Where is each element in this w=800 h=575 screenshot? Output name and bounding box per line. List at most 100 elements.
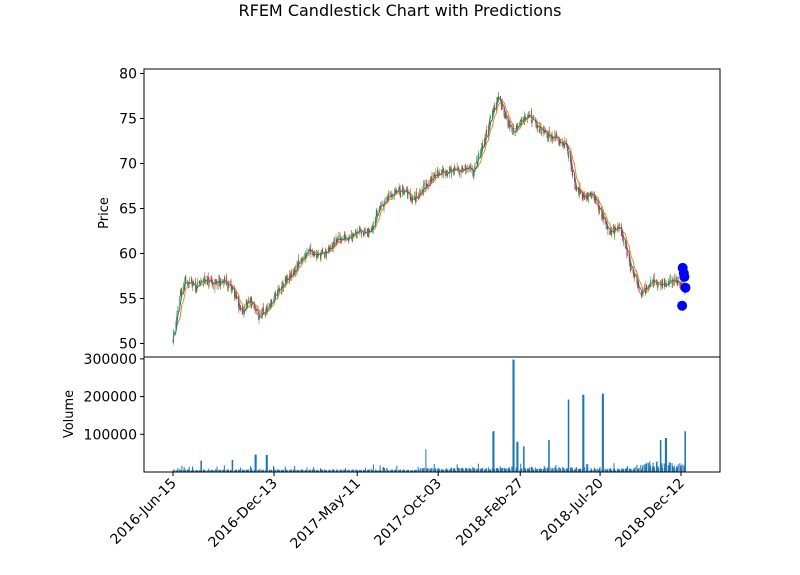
volume-bar bbox=[212, 470, 214, 472]
candle-body bbox=[265, 307, 267, 314]
volume-bar bbox=[419, 467, 421, 472]
volume-bar bbox=[657, 469, 659, 472]
volume-bar bbox=[253, 470, 255, 472]
volume-bar bbox=[341, 469, 343, 472]
volume-bar bbox=[649, 464, 651, 472]
candle-body bbox=[587, 192, 589, 198]
candle-body bbox=[236, 297, 237, 299]
volume-bar bbox=[594, 469, 596, 472]
candle-body bbox=[628, 254, 630, 258]
volume-bar bbox=[683, 465, 685, 472]
volume-bar bbox=[262, 470, 264, 472]
candle-body bbox=[403, 192, 405, 195]
candle-body bbox=[212, 284, 213, 285]
volume-bar bbox=[176, 469, 178, 472]
volume-bar bbox=[528, 468, 530, 472]
candle-body bbox=[237, 296, 239, 306]
volume-bar bbox=[276, 470, 278, 472]
candle-body bbox=[626, 248, 628, 255]
candle-body bbox=[212, 284, 214, 287]
volume-bar bbox=[542, 468, 544, 472]
candle-body bbox=[231, 287, 232, 290]
volume-bar bbox=[558, 467, 560, 472]
candle-body bbox=[206, 279, 208, 285]
candle-body bbox=[419, 190, 421, 194]
volume-bar bbox=[320, 469, 322, 472]
candle-body bbox=[199, 282, 201, 284]
candle-body bbox=[680, 285, 681, 289]
candle-body bbox=[422, 189, 423, 193]
volume-bar bbox=[347, 470, 349, 472]
candle-body bbox=[216, 282, 218, 286]
candle-body bbox=[613, 227, 614, 231]
candle-body bbox=[478, 154, 479, 159]
volume-bar bbox=[391, 469, 393, 472]
volume-bar bbox=[429, 469, 431, 472]
volume-bar bbox=[192, 470, 194, 472]
candle-body bbox=[594, 197, 596, 200]
volume-bar bbox=[633, 469, 635, 472]
candle-body bbox=[191, 283, 193, 285]
volume-bar bbox=[438, 469, 440, 472]
volume-bar bbox=[478, 468, 480, 472]
candle-body bbox=[562, 143, 564, 148]
volume-bar bbox=[325, 470, 327, 472]
volume-bar bbox=[382, 467, 384, 472]
volume-bar bbox=[207, 470, 209, 472]
candle-body bbox=[630, 268, 632, 270]
price-tick-label: 75 bbox=[119, 112, 137, 128]
volume-bar bbox=[254, 470, 255, 472]
volume-bar bbox=[226, 469, 228, 472]
volume-bar bbox=[590, 469, 592, 472]
candle-body bbox=[320, 253, 321, 259]
candle-body bbox=[567, 147, 569, 151]
candle-body bbox=[558, 140, 560, 142]
volume-bar bbox=[314, 469, 316, 472]
volume-bar bbox=[551, 469, 553, 472]
volume-bar bbox=[509, 468, 511, 472]
volume-bar bbox=[234, 470, 236, 472]
candle-body bbox=[183, 284, 185, 287]
volume-bar bbox=[630, 469, 632, 472]
volume-bar bbox=[339, 469, 341, 472]
volume-bar bbox=[508, 467, 509, 472]
volume-bar bbox=[577, 468, 579, 472]
candle-body bbox=[450, 168, 451, 169]
candle-body bbox=[345, 238, 347, 241]
volume-bar bbox=[235, 469, 237, 472]
candle-body bbox=[531, 120, 533, 123]
candle-body bbox=[677, 281, 678, 283]
volume-bar bbox=[327, 470, 329, 472]
volume-bar bbox=[281, 469, 283, 472]
volume-bar bbox=[211, 470, 213, 472]
volume-bar bbox=[390, 470, 392, 472]
volume-bar bbox=[500, 468, 502, 472]
volume-bar bbox=[461, 467, 463, 472]
volume-bar bbox=[653, 466, 655, 472]
candle-body bbox=[215, 279, 216, 282]
volume-bar bbox=[431, 467, 433, 472]
volume-bar bbox=[345, 468, 346, 472]
volume-bar bbox=[664, 467, 666, 472]
volume-bar bbox=[308, 470, 310, 472]
volume-bar bbox=[180, 470, 182, 472]
candle-body bbox=[179, 296, 181, 306]
volume-bar bbox=[269, 470, 271, 472]
candle-body bbox=[308, 249, 310, 251]
candle-body bbox=[546, 133, 548, 138]
volume-bar bbox=[230, 470, 232, 472]
candle-body bbox=[560, 142, 562, 144]
volume-bar bbox=[326, 470, 328, 472]
candle-body bbox=[399, 188, 400, 191]
volume-bar bbox=[567, 468, 569, 472]
volume-bar bbox=[352, 470, 354, 472]
volume-bar bbox=[527, 469, 529, 472]
volume-bar bbox=[254, 454, 256, 472]
candle-body bbox=[208, 279, 210, 285]
volume-bar bbox=[367, 469, 369, 472]
candle-body bbox=[609, 231, 610, 233]
volume-bar bbox=[300, 469, 302, 472]
volume-bar bbox=[457, 467, 459, 472]
volume-bar bbox=[481, 469, 483, 472]
volume-bar bbox=[448, 469, 450, 472]
